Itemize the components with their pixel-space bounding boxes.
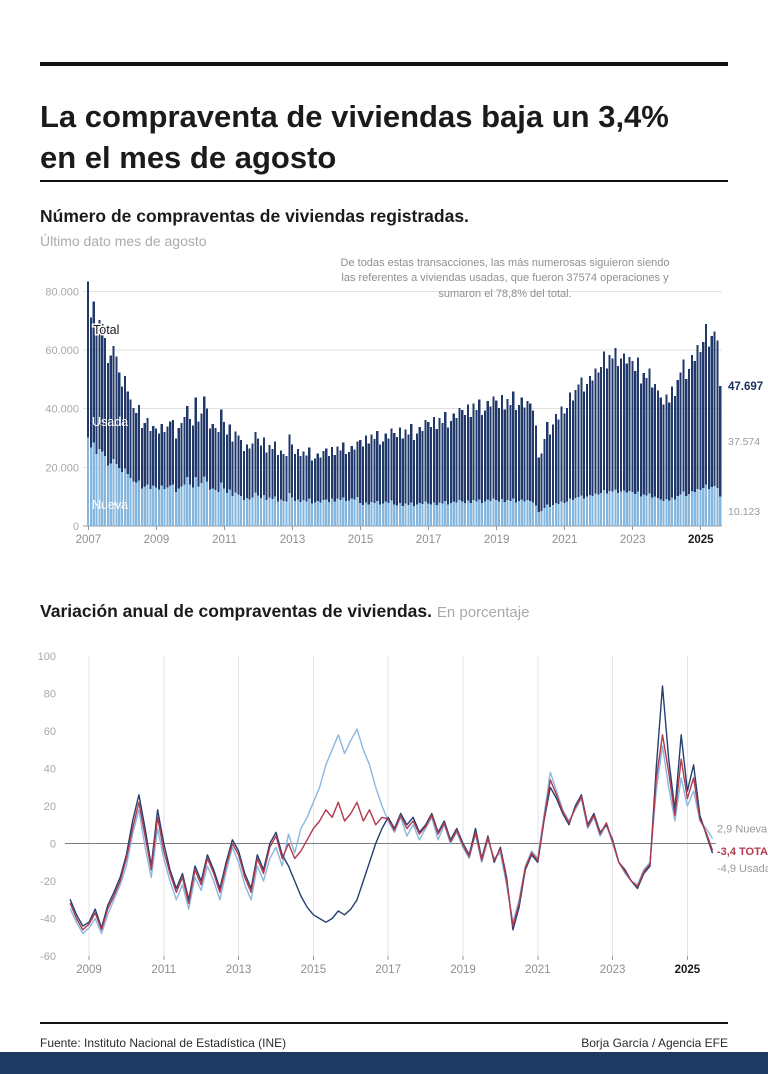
credit-text: Borja García / Agencia EFE [581, 1036, 728, 1050]
source-text: Fuente: Instituto Nacional de Estadístic… [40, 1036, 287, 1050]
svg-text:2021: 2021 [552, 534, 578, 546]
svg-text:40: 40 [44, 764, 56, 776]
svg-text:2015: 2015 [348, 534, 374, 546]
variation-chart-title: Variación anual de compraventas de vivie… [40, 601, 529, 622]
svg-text:2011: 2011 [212, 534, 237, 546]
svg-text:100: 100 [38, 651, 56, 663]
svg-text:-60: -60 [40, 951, 56, 963]
svg-text:2007: 2007 [76, 534, 102, 546]
svg-text:80: 80 [44, 689, 56, 701]
bar-chart-subtitle: Último dato mes de agosto [40, 233, 207, 249]
variation-line-chart: 2009 2011 2013 2015 2017 2019 2021 2023 2025 100 8… [16, 644, 768, 980]
svg-text:60: 60 [44, 726, 56, 738]
bar-x-axis: 2007 2009 2011 2013 2015 2017 2019 2021 2023 2025 [76, 526, 714, 546]
page-title: La compraventa de viviendas baja un 3,4%… [40, 98, 669, 175]
variation-chart-subtitle: En porcentaje [436, 604, 530, 621]
svg-text:2023: 2023 [620, 534, 646, 546]
bar-end-labels: 47.697 37.574 10.123 [728, 381, 763, 518]
svg-text:20: 20 [44, 801, 56, 813]
svg-text:-40: -40 [40, 914, 56, 926]
svg-text:2017: 2017 [416, 534, 442, 546]
svg-text:37.574: 37.574 [728, 436, 760, 448]
svg-text:47.697: 47.697 [728, 381, 763, 393]
svg-text:2021: 2021 [525, 964, 551, 976]
svg-text:Nueva: Nueva [92, 498, 128, 512]
line-end-labels: 2,9 Nueva -3,4 TOTAL -4,9 Usada [717, 824, 768, 875]
bars-total [87, 281, 722, 526]
sales-bar-chart-canvas: 0 20.000 40.000 60.000 80.000 2007 2009 2011 201… [40, 256, 768, 563]
svg-text:-4,9 Usada: -4,9 Usada [717, 863, 768, 875]
bar-area-labels: Total Usada Nueva [92, 322, 129, 513]
svg-text:2017: 2017 [375, 964, 401, 976]
svg-text:2013: 2013 [280, 534, 306, 546]
svg-text:10.123: 10.123 [728, 506, 760, 518]
svg-text:2009: 2009 [76, 964, 102, 976]
svg-text:Usada: Usada [92, 415, 128, 429]
bar-chart-annotation: De todas estas transacciones, las más nu… [340, 257, 670, 300]
svg-text:2023: 2023 [600, 964, 626, 976]
svg-text:Total: Total [93, 323, 119, 337]
footer-rule [40, 1022, 728, 1024]
svg-text:2025: 2025 [675, 964, 701, 976]
bar-chart-title: Número de compraventas de viviendas regi… [40, 206, 469, 227]
svg-text:20.000: 20.000 [45, 462, 79, 474]
top-rule [40, 62, 728, 66]
svg-text:-3,4 TOTAL: -3,4 TOTAL [717, 846, 768, 858]
bar-chart-title-text: Número de compraventas de viviendas regi… [40, 206, 469, 226]
line-usada [69, 685, 713, 931]
variation-chart-title-text: Variación anual de compraventas de vivie… [40, 601, 432, 621]
svg-text:2009: 2009 [144, 534, 170, 546]
svg-text:-20: -20 [40, 876, 56, 888]
line-grid: 2009 2011 2013 2015 2017 2019 2021 2023 2025 100 8… [38, 651, 716, 976]
svg-text:60.000: 60.000 [45, 345, 79, 357]
line-nueva [69, 728, 713, 935]
bars-nueva [87, 437, 722, 526]
line-total [69, 734, 713, 931]
title-divider-rule [40, 180, 728, 182]
sales-bar-chart: 0 20.000 40.000 60.000 80.000 2007 2009 2011 201… [40, 256, 768, 558]
svg-text:80.000: 80.000 [45, 286, 79, 298]
svg-text:2011: 2011 [151, 964, 176, 976]
footer-bar [0, 1052, 768, 1074]
svg-text:2,9 Nueva: 2,9 Nueva [717, 824, 768, 836]
svg-text:40.000: 40.000 [45, 404, 79, 416]
svg-text:2019: 2019 [484, 534, 510, 546]
svg-text:0: 0 [73, 521, 79, 533]
svg-text:2015: 2015 [301, 964, 327, 976]
svg-text:2013: 2013 [226, 964, 252, 976]
svg-text:2019: 2019 [450, 964, 476, 976]
variation-line-chart-canvas: 2009 2011 2013 2015 2017 2019 2021 2023 2025 100 8… [16, 644, 768, 985]
svg-text:2025: 2025 [688, 534, 714, 546]
svg-text:0: 0 [50, 839, 56, 851]
